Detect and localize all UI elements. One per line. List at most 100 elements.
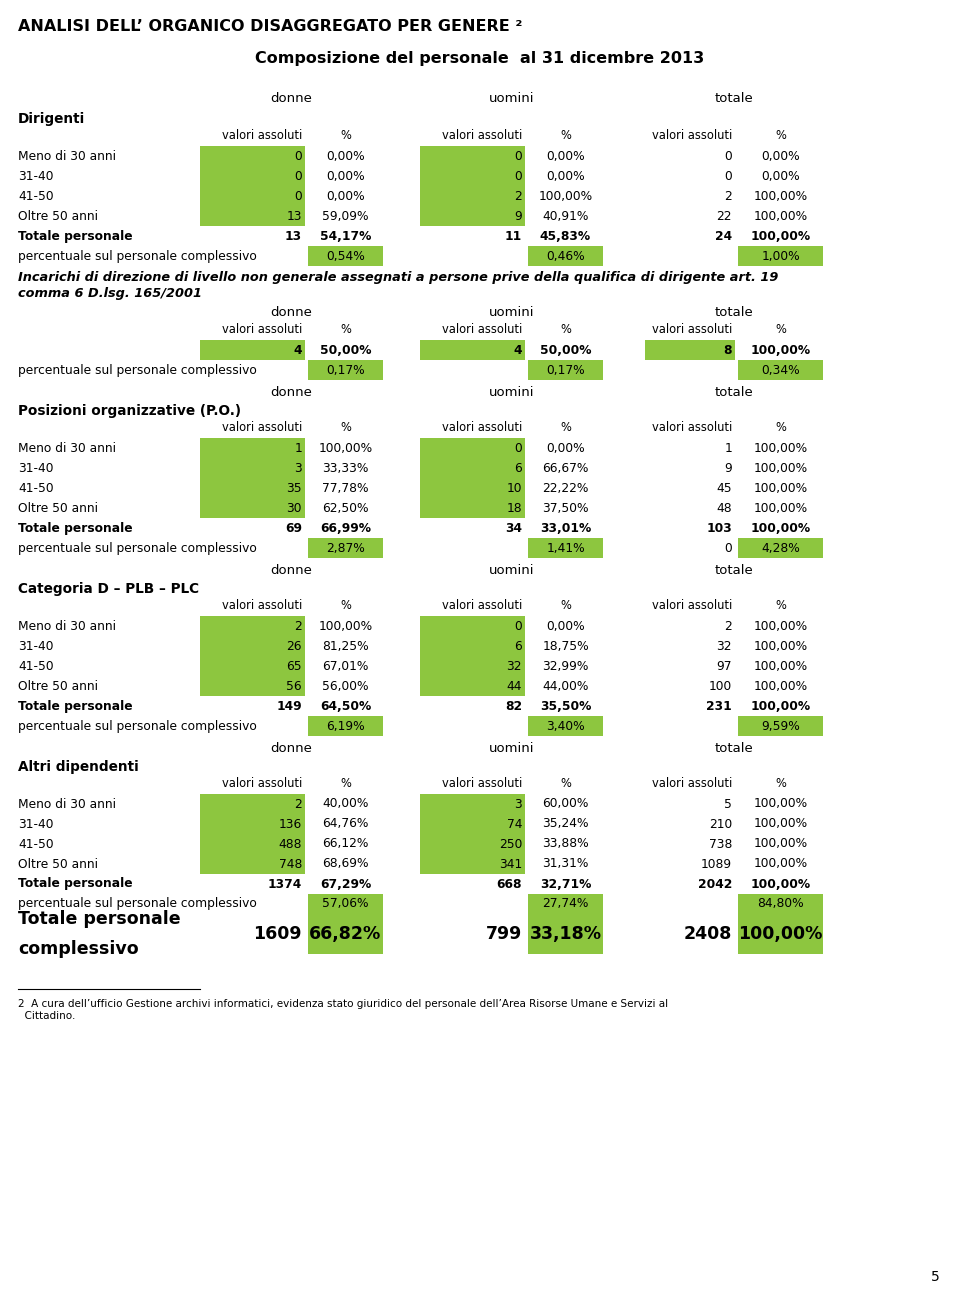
Text: 0,46%: 0,46% (546, 249, 585, 262)
Text: 100,00%: 100,00% (539, 190, 592, 203)
Bar (200, 438, 305, 459)
Text: 0,34%: 0,34% (761, 364, 800, 377)
Text: uomini: uomini (489, 564, 535, 577)
Text: 0: 0 (515, 149, 522, 162)
Text: 100,00%: 100,00% (754, 679, 807, 692)
Text: 35: 35 (286, 482, 302, 495)
Text: Oltre 50 anni: Oltre 50 anni (18, 679, 98, 692)
Text: percentuale sul personale complessivo: percentuale sul personale complessivo (18, 542, 257, 555)
Text: 2  A cura dell’ufficio Gestione archivi informatici, evidenza stato giuridico de: 2 A cura dell’ufficio Gestione archivi i… (18, 999, 668, 1021)
Text: 100,00%: 100,00% (754, 501, 807, 514)
Text: 0: 0 (724, 149, 732, 162)
Text: valori assoluti: valori assoluti (222, 599, 302, 612)
Text: 210: 210 (708, 817, 732, 830)
Text: 77,78%: 77,78% (323, 482, 369, 495)
Text: 0,17%: 0,17% (546, 364, 585, 377)
Text: 100,00%: 100,00% (754, 857, 807, 870)
Text: 100,00%: 100,00% (754, 482, 807, 495)
Text: 0: 0 (515, 169, 522, 182)
Text: 0,17%: 0,17% (326, 364, 365, 377)
Text: 41-50: 41-50 (18, 660, 54, 673)
Text: 34: 34 (505, 521, 522, 534)
Bar (200, 834, 305, 853)
Text: donne: donne (271, 742, 312, 755)
Text: 1374: 1374 (268, 878, 302, 891)
Text: donne: donne (271, 564, 312, 577)
Text: valori assoluti: valori assoluti (442, 129, 522, 142)
Text: 149: 149 (276, 699, 302, 712)
Text: Oltre 50 anni: Oltre 50 anni (18, 857, 98, 870)
Text: valori assoluti: valori assoluti (442, 421, 522, 434)
Text: 40,91%: 40,91% (542, 209, 588, 222)
Text: %: % (560, 129, 571, 142)
Bar (738, 538, 823, 559)
Text: 41-50: 41-50 (18, 482, 54, 495)
Text: 66,12%: 66,12% (323, 838, 369, 851)
Text: 100,00%: 100,00% (754, 209, 807, 222)
Text: 82: 82 (505, 699, 522, 712)
Text: 0: 0 (515, 442, 522, 455)
Bar (308, 716, 383, 737)
Text: 100,00%: 100,00% (754, 442, 807, 455)
Text: 18,75%: 18,75% (542, 639, 588, 652)
Text: valori assoluti: valori assoluti (652, 323, 732, 336)
Text: 4,28%: 4,28% (761, 542, 800, 555)
Text: 6,19%: 6,19% (326, 720, 365, 733)
Text: 1: 1 (295, 442, 302, 455)
Bar (738, 360, 823, 381)
Text: 24: 24 (715, 230, 732, 243)
Text: 100,00%: 100,00% (751, 878, 810, 891)
Text: 1,41%: 1,41% (546, 542, 585, 555)
Text: 54,17%: 54,17% (320, 230, 372, 243)
Text: Oltre 50 anni: Oltre 50 anni (18, 209, 98, 222)
Text: 100,00%: 100,00% (751, 230, 810, 243)
Bar (420, 145, 525, 166)
Text: %: % (775, 129, 786, 142)
Text: %: % (340, 129, 351, 142)
Bar (528, 716, 603, 737)
Text: valori assoluti: valori assoluti (652, 421, 732, 434)
Text: 33,18%: 33,18% (530, 925, 602, 943)
Text: 103: 103 (707, 521, 732, 534)
Text: valori assoluti: valori assoluti (442, 777, 522, 790)
Text: 31-40: 31-40 (18, 169, 54, 182)
Text: 5: 5 (724, 798, 732, 811)
Bar (738, 246, 823, 266)
Bar (420, 834, 525, 853)
Text: donne: donne (271, 92, 312, 105)
Text: 100,00%: 100,00% (751, 343, 810, 356)
Bar (308, 538, 383, 559)
Text: 33,88%: 33,88% (542, 838, 588, 851)
Bar (200, 794, 305, 814)
Text: 4: 4 (294, 343, 302, 356)
Text: 100,00%: 100,00% (754, 660, 807, 673)
Text: 799: 799 (486, 925, 522, 943)
Text: 100,00%: 100,00% (319, 442, 372, 455)
Text: 100,00%: 100,00% (738, 925, 823, 943)
Text: 2,87%: 2,87% (326, 542, 365, 555)
Text: 0,00%: 0,00% (761, 169, 800, 182)
Text: 3: 3 (295, 461, 302, 474)
Text: 100,00%: 100,00% (751, 699, 810, 712)
Text: Totale personale: Totale personale (18, 699, 132, 712)
Text: 3: 3 (515, 798, 522, 811)
Bar (528, 894, 603, 914)
Text: %: % (560, 421, 571, 434)
Text: %: % (560, 323, 571, 336)
Bar (200, 340, 305, 360)
Text: Oltre 50 anni: Oltre 50 anni (18, 501, 98, 514)
Text: 41-50: 41-50 (18, 190, 54, 203)
Text: %: % (340, 599, 351, 612)
Text: valori assoluti: valori assoluti (222, 323, 302, 336)
Text: 2408: 2408 (684, 925, 732, 943)
Text: 0: 0 (295, 169, 302, 182)
Text: 0,00%: 0,00% (326, 169, 365, 182)
Text: valori assoluti: valori assoluti (652, 129, 732, 142)
Bar (420, 656, 525, 675)
Text: 0: 0 (724, 542, 732, 555)
Bar (200, 145, 305, 166)
Text: valori assoluti: valori assoluti (442, 599, 522, 612)
Text: 37,50%: 37,50% (542, 501, 588, 514)
Text: 57,06%: 57,06% (323, 898, 369, 911)
Text: ANALISI DELL’ ORGANICO DISAGGREGATO PER GENERE ²: ANALISI DELL’ ORGANICO DISAGGREGATO PER … (18, 19, 522, 34)
